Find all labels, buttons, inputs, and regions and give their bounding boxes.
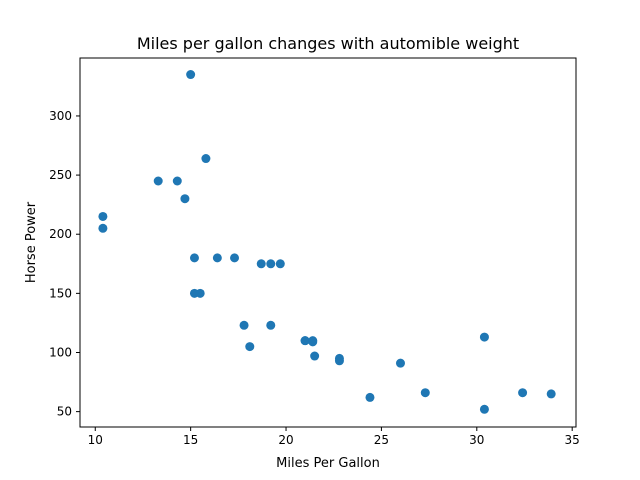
data-point [239, 320, 249, 330]
data-point [245, 342, 255, 352]
y-tick-label: 250 [49, 168, 72, 182]
data-point [518, 388, 528, 398]
y-tick-label: 150 [49, 286, 72, 300]
x-tick-label: 15 [183, 433, 198, 447]
x-tick-label: 10 [88, 433, 103, 447]
data-point [230, 253, 240, 263]
y-tick-label: 100 [49, 345, 72, 359]
points-layer [98, 70, 556, 414]
x-tick-label: 30 [469, 433, 484, 447]
data-point [256, 259, 266, 269]
data-point [153, 176, 163, 186]
y-axis-label: Horse Power [24, 201, 39, 283]
data-point [189, 253, 199, 263]
data-point [172, 176, 182, 186]
plot-area-frame [79, 57, 577, 428]
data-point [300, 336, 310, 346]
data-point [266, 320, 276, 330]
y-tick-label: 50 [57, 405, 72, 419]
data-point [420, 388, 430, 398]
x-tick-label: 35 [565, 433, 580, 447]
data-point [310, 351, 320, 361]
data-point [180, 194, 190, 204]
ticks-layer: 10 15 20 25 30 35 50 100 150 200 250 300 [49, 109, 580, 447]
data-point [98, 211, 108, 221]
chart-title: Miles per gallon changes with automible … [137, 34, 519, 53]
data-point [395, 358, 405, 368]
data-point [308, 337, 318, 347]
data-point [186, 70, 196, 80]
data-point [98, 223, 108, 233]
data-point [546, 389, 556, 399]
y-tick-label: 200 [49, 227, 72, 241]
y-tick-label: 300 [49, 109, 72, 123]
data-point [365, 392, 375, 402]
data-point [266, 259, 276, 269]
data-point [201, 154, 211, 164]
data-point [479, 404, 489, 414]
x-axis-label: Miles Per Gallon [276, 456, 380, 471]
data-point [479, 332, 489, 342]
data-point [189, 288, 199, 298]
data-point [212, 253, 222, 263]
data-point [334, 353, 344, 363]
x-tick-label: 20 [278, 433, 293, 447]
data-point [275, 259, 285, 269]
x-tick-label: 25 [374, 433, 389, 447]
